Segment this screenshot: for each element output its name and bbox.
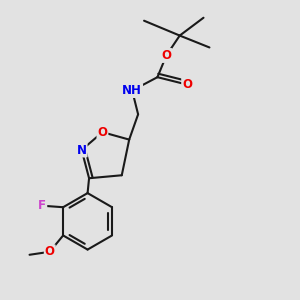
Text: O: O (45, 245, 55, 258)
Text: O: O (98, 126, 107, 139)
Text: NH: NH (122, 84, 142, 97)
Text: N: N (76, 143, 87, 157)
Text: F: F (38, 199, 46, 212)
Text: O: O (161, 49, 171, 62)
Text: O: O (182, 78, 192, 91)
